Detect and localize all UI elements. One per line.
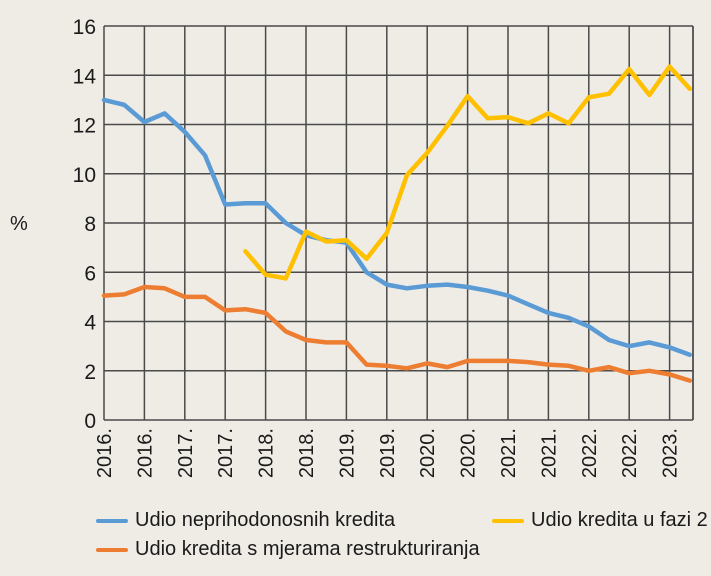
x-tick-label: 2018. <box>296 428 318 478</box>
series-line-stage2 <box>243 64 693 281</box>
y-tick-label: 6 <box>84 262 96 285</box>
series-lines <box>101 64 693 383</box>
y-axis-label: % <box>10 213 28 235</box>
x-tick-labels: 2016. 2016. 2017. 2017. 2018. 2018. 2019. 2019.… <box>94 428 682 478</box>
x-tick-label: 2021. <box>538 428 560 478</box>
x-tick-label: 2016. <box>94 428 116 478</box>
x-tick-label: 2020. <box>417 428 439 478</box>
x-tick-label: 2020. <box>458 428 480 478</box>
x-tick-label: 2019. <box>377 428 399 478</box>
y-tick-label: 10 <box>73 164 96 187</box>
legend-swatch-npl <box>96 518 128 523</box>
x-tick-label: 2022. <box>579 428 601 478</box>
legend-label-stage2: Udio kredita u fazi 2 <box>531 509 708 531</box>
y-tick-label: 16 <box>73 16 96 39</box>
y-tick-labels: 0 2 4 6 8 10 12 14 16 <box>73 16 97 433</box>
legend-item-stage2: Udio kredita u fazi 2 <box>492 506 708 535</box>
x-tick-label: 2023. <box>660 428 682 478</box>
legend-swatch-stage2 <box>492 518 524 523</box>
legend-label-restructuring: Udio kredita s mjerama restrukturiranja <box>135 538 480 560</box>
x-tick-label: 2021. <box>498 428 520 478</box>
series-line-npl <box>101 97 693 357</box>
y-tick-label: 12 <box>73 115 96 138</box>
legend-label-npl: Udio neprihodonosnih kredita <box>135 509 396 531</box>
x-tick-label: 2017. <box>175 428 197 478</box>
x-tick-label: 2019. <box>336 428 358 478</box>
y-tick-label: 4 <box>84 312 96 335</box>
x-tick-label: 2022. <box>619 428 641 478</box>
x-tick-label: 2016. <box>134 428 156 478</box>
y-tick-label: 14 <box>73 65 97 88</box>
legend-item-npl: Udio neprihodonosnih kredita <box>96 506 395 535</box>
x-tick-label: 2017. <box>215 428 237 478</box>
legend-swatch-restructuring <box>96 547 128 552</box>
grid <box>103 25 694 421</box>
legend-item-restructuring: Udio kredita s mjerama restrukturiranja <box>96 535 480 564</box>
y-tick-label: 8 <box>84 213 96 236</box>
y-tick-label: 0 <box>84 410 96 433</box>
series-line-restructuring <box>101 284 693 383</box>
x-tick-label: 2018. <box>256 428 278 478</box>
y-tick-label: 2 <box>84 361 96 384</box>
